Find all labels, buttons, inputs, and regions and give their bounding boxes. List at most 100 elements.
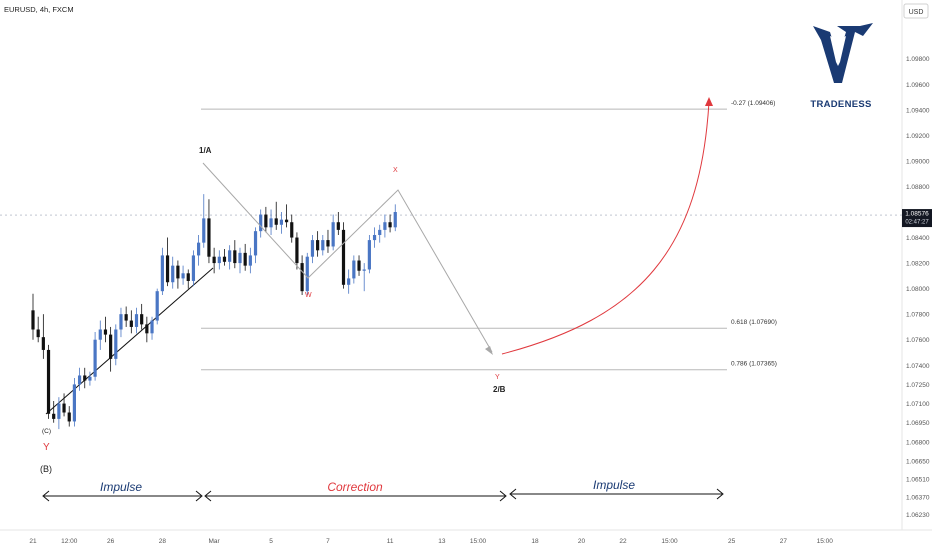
time-tick-label: 15:00 bbox=[817, 538, 834, 545]
phase-arrow-left-head bbox=[42, 490, 50, 502]
candle bbox=[88, 371, 92, 386]
price-tick-label: 1.06950 bbox=[906, 420, 930, 427]
candle-body bbox=[357, 260, 361, 271]
candle-body bbox=[62, 403, 66, 413]
candle bbox=[109, 326, 113, 372]
currency-badge[interactable]: USD bbox=[903, 3, 929, 19]
candle bbox=[284, 204, 289, 228]
time-tick-labels: 1412:00192112:002628Mar57111315:00182022… bbox=[29, 538, 834, 545]
candle bbox=[207, 199, 211, 264]
candle-body bbox=[98, 329, 102, 340]
candle bbox=[217, 250, 221, 270]
candle-body bbox=[46, 349, 51, 414]
candle bbox=[228, 245, 232, 270]
candle-body bbox=[67, 412, 71, 422]
candle bbox=[259, 209, 263, 238]
candle-body bbox=[367, 240, 371, 270]
fib-level-label: -0.27 (1.09406) bbox=[731, 100, 775, 107]
candle bbox=[253, 227, 258, 264]
candle bbox=[171, 256, 175, 289]
candle bbox=[98, 320, 102, 350]
time-tick-label: 18 bbox=[531, 538, 539, 545]
candle-body bbox=[160, 255, 164, 292]
candle-body bbox=[279, 219, 283, 225]
candle-body bbox=[124, 314, 128, 321]
candle bbox=[150, 316, 154, 340]
candle bbox=[165, 237, 170, 287]
candle bbox=[316, 231, 320, 257]
candle-body bbox=[233, 250, 237, 264]
candle bbox=[352, 255, 356, 284]
fib-level-label: 0.618 (1.07690) bbox=[731, 319, 777, 326]
candle-body bbox=[165, 255, 170, 283]
candle bbox=[279, 212, 283, 234]
time-tick-label: 27 bbox=[780, 538, 788, 545]
candle-body bbox=[326, 240, 330, 247]
candle-body bbox=[222, 256, 227, 262]
candle-body bbox=[341, 229, 346, 285]
price-tick-label: 1.07250 bbox=[906, 382, 930, 389]
time-tick-label: Mar bbox=[209, 538, 221, 545]
price-tick-label: 1.07800 bbox=[906, 312, 930, 319]
time-tick-label: 7 bbox=[326, 538, 330, 545]
candle-body bbox=[114, 329, 118, 359]
wave-label-b: (B) bbox=[40, 464, 52, 474]
candle bbox=[383, 214, 387, 238]
price-tick-label: 1.08800 bbox=[906, 184, 930, 191]
projected-impulse-arrowhead bbox=[705, 97, 713, 106]
candle-body bbox=[300, 263, 304, 292]
candle bbox=[145, 316, 149, 343]
candle bbox=[129, 310, 133, 334]
phase-arrow-right-head bbox=[499, 490, 507, 502]
candle bbox=[233, 240, 237, 269]
candle-body bbox=[171, 265, 175, 283]
price-tick-label: 1.07600 bbox=[906, 337, 930, 344]
projection-arrowhead bbox=[485, 346, 493, 355]
phase-label-impulse-1: Impulse bbox=[100, 480, 142, 494]
trendline-support bbox=[45, 267, 214, 415]
candle-body bbox=[77, 375, 82, 385]
candlestick-series bbox=[31, 194, 397, 430]
candle bbox=[103, 316, 108, 343]
fibonacci-levels: -0.27 (1.09406) 0.618 (1.07690) 0.786 (1.0… bbox=[201, 100, 777, 371]
candle-body bbox=[197, 242, 201, 256]
candle bbox=[238, 247, 242, 274]
candle-body bbox=[259, 214, 263, 232]
candle bbox=[248, 247, 252, 274]
price-tick-label: 1.09400 bbox=[906, 107, 930, 114]
candle bbox=[124, 306, 128, 327]
candle bbox=[357, 255, 361, 276]
candle bbox=[202, 194, 206, 248]
candle-body bbox=[383, 222, 387, 230]
candle bbox=[393, 204, 397, 232]
candle-body bbox=[181, 273, 185, 279]
candle-body bbox=[93, 339, 97, 377]
candle bbox=[114, 324, 118, 366]
price-tick-label: 1.06510 bbox=[906, 476, 930, 483]
candle bbox=[36, 316, 40, 343]
candle-body bbox=[36, 329, 40, 338]
candle bbox=[52, 401, 56, 423]
candle-body bbox=[248, 255, 252, 266]
candle-body bbox=[321, 240, 325, 251]
candle-body bbox=[212, 256, 216, 264]
candle bbox=[295, 232, 299, 270]
candle-body bbox=[119, 314, 123, 330]
time-tick-label: 11 bbox=[387, 538, 394, 545]
phase-impulse-2: Impulse bbox=[509, 478, 724, 500]
phase-label-correction: Correction bbox=[327, 480, 383, 494]
candle-body bbox=[155, 291, 159, 321]
currency-badge-box[interactable] bbox=[903, 3, 929, 19]
wave-label-w: W bbox=[305, 292, 312, 299]
candle bbox=[274, 201, 278, 230]
candle bbox=[264, 206, 268, 233]
candle-body bbox=[284, 219, 289, 223]
candle bbox=[222, 249, 227, 266]
candle-body bbox=[378, 229, 382, 235]
candle-body bbox=[186, 273, 190, 281]
price-tick-label: 1.09000 bbox=[906, 158, 930, 165]
phase-arrow-left-head bbox=[204, 490, 212, 502]
candle-body bbox=[52, 413, 56, 419]
price-tick-label: 1.09800 bbox=[906, 56, 930, 63]
